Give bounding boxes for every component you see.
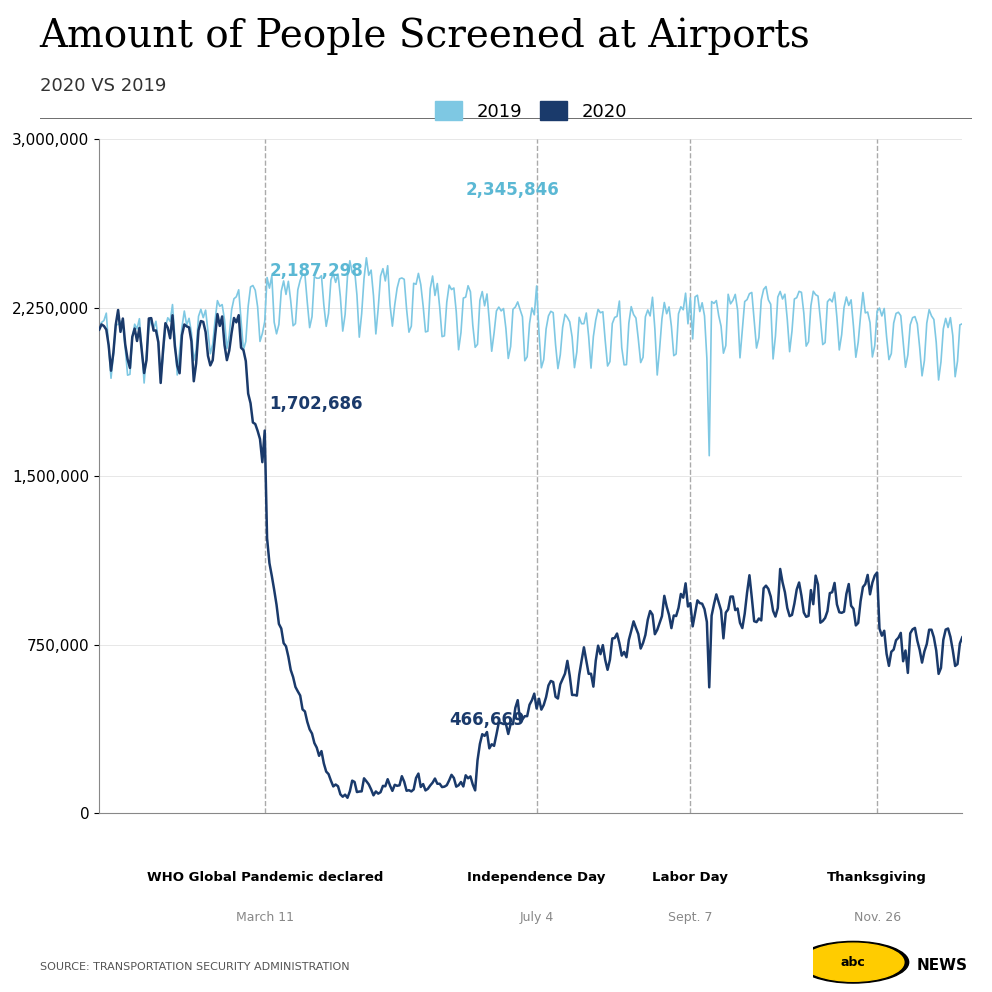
Text: abc: abc xyxy=(841,955,865,969)
Text: Labor Day: Labor Day xyxy=(653,871,728,884)
Text: Nov. 26: Nov. 26 xyxy=(853,912,901,925)
Text: SOURCE: TRANSPORTATION SECURITY ADMINISTRATION: SOURCE: TRANSPORTATION SECURITY ADMINIST… xyxy=(40,962,349,972)
Text: 2,345,846: 2,345,846 xyxy=(465,182,559,199)
Text: Amount of People Screened at Airports: Amount of People Screened at Airports xyxy=(40,18,810,56)
Text: 2,187,298: 2,187,298 xyxy=(270,262,363,280)
Circle shape xyxy=(798,941,909,983)
Text: Thanksgiving: Thanksgiving xyxy=(827,871,928,884)
Y-axis label: Travelers: Travelers xyxy=(0,434,1,519)
Text: Independence Day: Independence Day xyxy=(467,871,606,884)
Circle shape xyxy=(803,943,904,981)
Text: 1,702,686: 1,702,686 xyxy=(270,395,363,413)
Text: Sept. 7: Sept. 7 xyxy=(668,912,712,925)
Text: NEWS: NEWS xyxy=(917,957,967,973)
Text: July 4: July 4 xyxy=(520,912,554,925)
Text: 2020 VS 2019: 2020 VS 2019 xyxy=(40,77,166,95)
Text: WHO Global Pandemic declared: WHO Global Pandemic declared xyxy=(147,871,383,884)
Text: March 11: March 11 xyxy=(236,912,294,925)
Text: 466,669: 466,669 xyxy=(449,710,525,728)
Legend: 2019, 2020: 2019, 2020 xyxy=(428,94,634,128)
